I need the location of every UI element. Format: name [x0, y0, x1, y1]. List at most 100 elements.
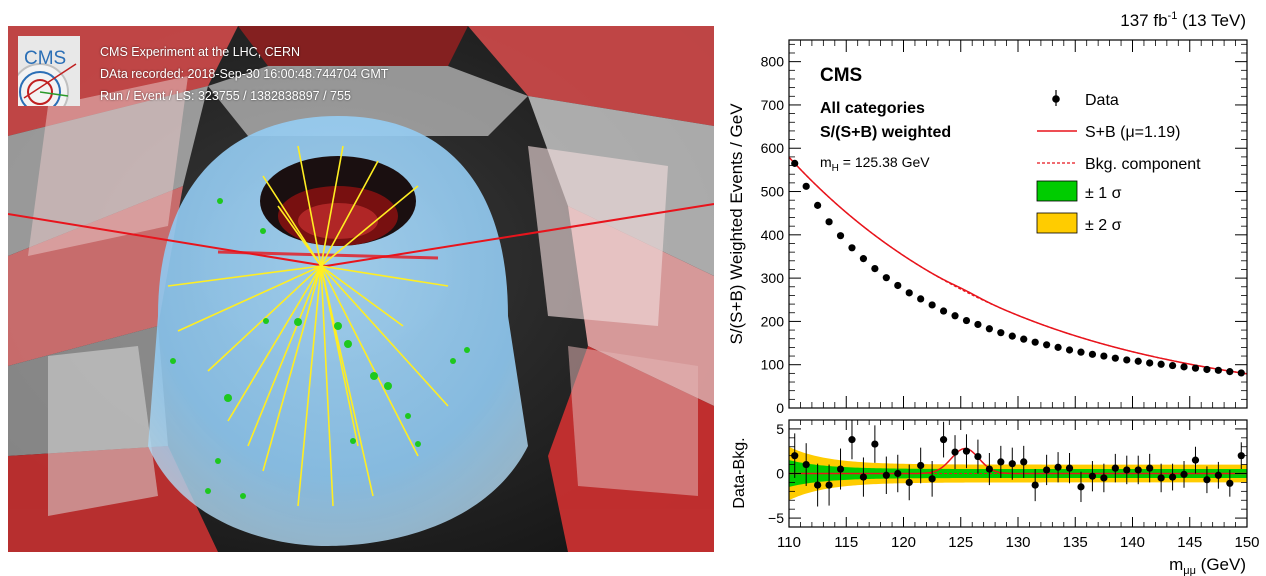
data-point — [1214, 366, 1222, 374]
data-point — [1237, 369, 1245, 377]
ratio-point — [1157, 474, 1165, 482]
event-display: CMS CMS Experiment at the LHC, CERN DAta… — [8, 26, 714, 552]
data-point — [791, 159, 799, 167]
data-point — [1180, 363, 1188, 371]
ratio-point — [1180, 470, 1188, 478]
ratio-point — [859, 473, 868, 481]
ratio-point — [1065, 464, 1074, 472]
data-points — [791, 159, 1245, 377]
ratio-y-tick-label: 0 — [776, 466, 784, 482]
data-point — [1054, 343, 1062, 351]
ratio-y-axis-label: Data-Bkg. — [731, 437, 748, 508]
ratio-point — [1191, 456, 1200, 464]
ratio-point — [1123, 466, 1131, 474]
ratio-panel: −5 0 5 — [768, 419, 1248, 528]
mass-label: mH = 125.38 GeV — [820, 154, 930, 174]
data-point — [1031, 338, 1039, 346]
y-tick-label: 0 — [776, 400, 784, 416]
data-point — [1065, 346, 1074, 354]
data-point — [1146, 359, 1154, 367]
data-point — [894, 281, 902, 290]
legend-bkg-label: Bkg. component — [1085, 156, 1201, 173]
data-point — [1020, 335, 1028, 343]
ratio-point — [1168, 473, 1177, 481]
data-point — [882, 274, 890, 282]
main-frame — [788, 39, 1248, 409]
data-point — [802, 182, 810, 190]
event-display-graphic — [8, 26, 714, 552]
data-point — [905, 289, 913, 297]
data-point — [1111, 354, 1119, 362]
calorimeter-cone — [148, 116, 528, 546]
legend-band2: ± 2 σ — [1036, 212, 1122, 234]
ratio-points — [791, 420, 1245, 507]
x-tick-label: 130 — [1005, 534, 1030, 551]
ratio-point — [1100, 474, 1108, 482]
event-info-line2: DAta recorded: 2018-Sep-30 16:00:48.7447… — [100, 67, 389, 81]
ratio-fit-curve — [789, 447, 1247, 475]
category-line1: All categories — [820, 100, 925, 117]
ratio-point — [1054, 463, 1062, 471]
x-tick-label: 110 — [777, 534, 801, 551]
legend-band2-label: ± 2 σ — [1085, 217, 1122, 234]
ratio-point — [871, 440, 879, 448]
data-point — [1191, 364, 1200, 372]
y-tick-label: 400 — [761, 227, 785, 243]
data-point — [1226, 368, 1234, 376]
data-point — [1100, 352, 1108, 360]
ratio-point — [1146, 464, 1154, 472]
data-point — [1123, 356, 1131, 364]
ratio-point — [905, 478, 913, 487]
ratio-point — [974, 452, 982, 461]
ratio-y-tick-label: 5 — [776, 421, 784, 437]
legend-band1-label: ± 1 σ — [1085, 185, 1122, 202]
data-point — [836, 232, 845, 240]
y-tick-label: 600 — [761, 140, 785, 156]
ratio-y-tick-label: −5 — [768, 510, 784, 526]
event-info: CMS Experiment at the LHC, CERN DAta rec… — [100, 41, 388, 107]
ratio-point — [825, 481, 833, 489]
ratio-point — [928, 475, 936, 483]
event-info-line1: CMS Experiment at the LHC, CERN — [100, 45, 301, 59]
ratio-point — [1031, 481, 1039, 489]
ratio-point — [882, 471, 890, 479]
x-tick-labels: 110 115 120 125 130 135 140 145 150 — [777, 534, 1259, 551]
x-tick-label: 115 — [834, 534, 858, 551]
data-point — [1168, 361, 1177, 370]
data-point — [848, 244, 856, 252]
legend-fit-label: S+B (μ=1.19) — [1085, 124, 1181, 141]
ratio-point — [1020, 458, 1028, 466]
cms-logo-text: CMS — [24, 48, 66, 69]
ratio-point — [1077, 483, 1085, 491]
main-panel: 0 100 200 300 400 500 600 700 800 — [761, 39, 1248, 416]
ratio-point — [997, 458, 1005, 466]
ratio-point — [1008, 460, 1016, 468]
data-point — [1008, 332, 1016, 340]
data-point — [997, 329, 1005, 337]
ratio-point — [1043, 466, 1051, 474]
data-point — [825, 218, 833, 226]
ratio-point — [848, 436, 856, 444]
data-point — [917, 295, 925, 303]
fit-curve — [788, 156, 1248, 375]
main-ticks: 0 100 200 300 400 500 600 700 800 — [761, 40, 1248, 416]
data-point — [1088, 350, 1097, 358]
ratio-point — [1203, 476, 1211, 484]
x-tick-label: 145 — [1177, 534, 1202, 551]
ratio-point — [836, 465, 845, 473]
cms-detector-logo-icon: CMS — [18, 36, 80, 106]
data-point — [1043, 341, 1051, 349]
ratio-point — [1134, 466, 1142, 474]
data-point — [939, 307, 948, 315]
y-tick-label: 100 — [761, 357, 785, 373]
y-axis-label: S/(S+B) Weighted Events / GeV — [727, 103, 746, 345]
bkg-curve — [788, 156, 1248, 375]
x-tick-label: 125 — [948, 534, 973, 551]
ratio-point — [1214, 471, 1222, 479]
muon-track-left — [8, 213, 327, 267]
ratio-point — [951, 448, 959, 456]
data-point — [928, 301, 936, 309]
legend-data: Data — [1052, 90, 1119, 109]
x-tick-label: 150 — [1234, 534, 1259, 551]
ratio-frame — [788, 419, 1248, 528]
